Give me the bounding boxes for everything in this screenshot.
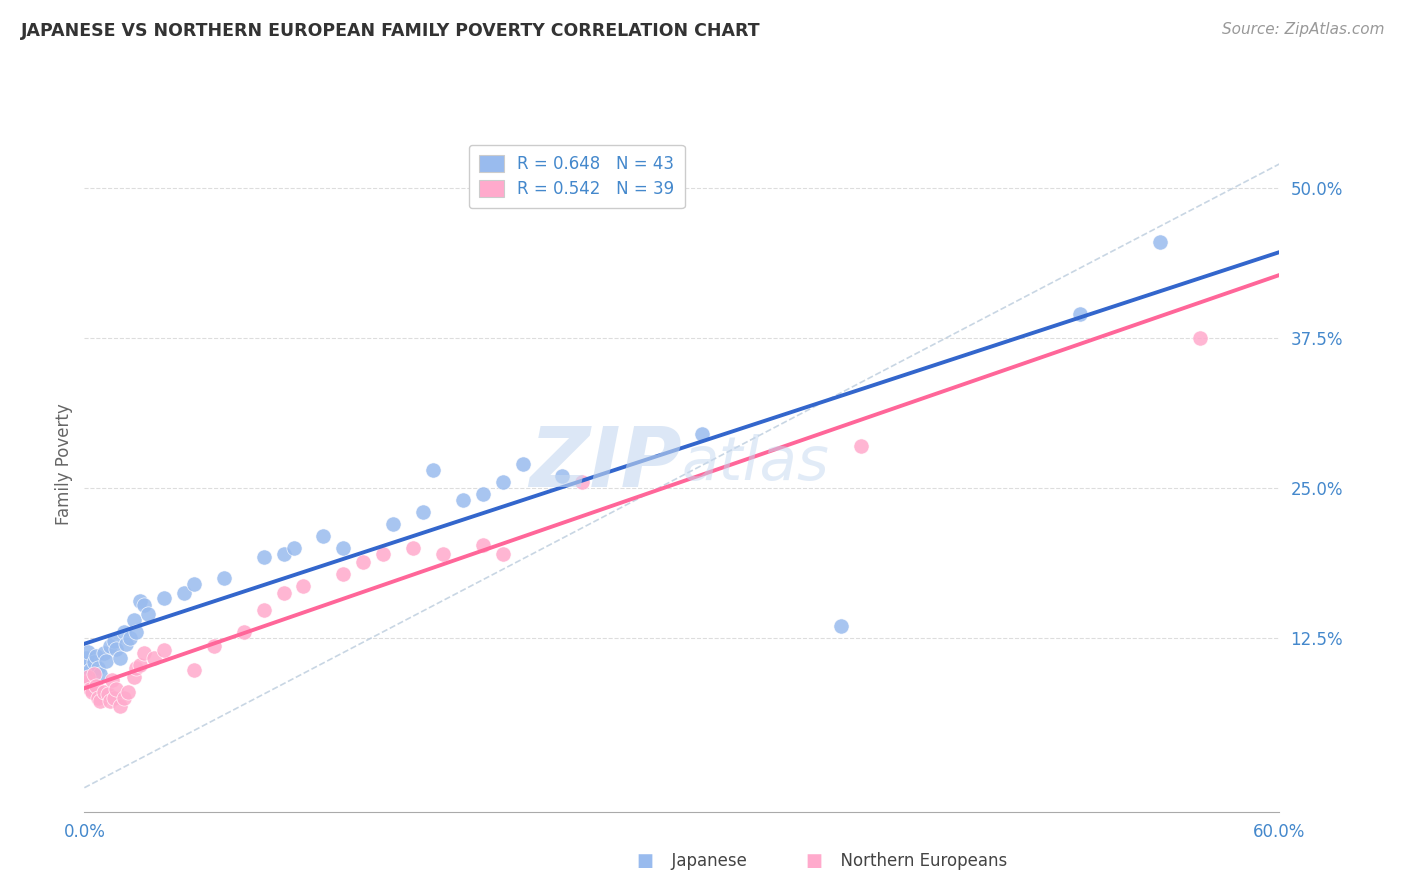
Point <box>87 690 110 705</box>
Point <box>98 694 121 708</box>
Point <box>98 639 121 653</box>
Point <box>103 690 125 705</box>
Point <box>412 505 434 519</box>
Point <box>120 631 142 645</box>
Point <box>332 541 354 555</box>
Text: Source: ZipAtlas.com: Source: ZipAtlas.com <box>1222 22 1385 37</box>
Point <box>253 603 276 617</box>
Point <box>451 492 474 507</box>
Point <box>402 541 425 555</box>
Point <box>86 679 108 693</box>
Point <box>153 591 176 606</box>
Point <box>183 576 205 591</box>
Point <box>382 516 405 531</box>
Point <box>122 613 145 627</box>
Point <box>79 663 101 677</box>
Point <box>110 699 132 714</box>
Text: ZIP: ZIP <box>529 424 682 504</box>
Point <box>830 619 852 633</box>
Point <box>129 593 152 607</box>
Point <box>82 685 104 699</box>
Text: Japanese: Japanese <box>661 852 747 870</box>
Point <box>117 685 139 699</box>
Text: ■: ■ <box>637 852 654 870</box>
Point <box>273 547 295 561</box>
Point <box>551 468 574 483</box>
Point <box>153 642 176 657</box>
Point <box>232 624 254 639</box>
Point <box>112 624 135 639</box>
Point <box>122 670 145 684</box>
Point <box>690 426 713 441</box>
Point <box>75 658 97 673</box>
Point <box>110 651 132 665</box>
Point <box>83 666 105 681</box>
Point <box>183 663 205 677</box>
Point <box>83 655 105 669</box>
Point <box>86 648 108 663</box>
Point <box>89 666 111 681</box>
Point <box>1149 235 1171 249</box>
Point <box>105 682 128 697</box>
Point <box>422 463 444 477</box>
Point <box>173 586 195 600</box>
Legend: R = 0.648   N = 43, R = 0.542   N = 39: R = 0.648 N = 43, R = 0.542 N = 39 <box>470 145 685 208</box>
Point <box>432 547 454 561</box>
Point <box>143 651 166 665</box>
Point <box>112 690 135 705</box>
Point <box>492 475 515 489</box>
Point <box>129 658 152 673</box>
Point <box>75 651 97 665</box>
Point <box>93 685 115 699</box>
Point <box>202 639 225 653</box>
Point <box>512 457 534 471</box>
Point <box>1069 307 1091 321</box>
Point <box>471 487 494 501</box>
Point <box>89 694 111 708</box>
Point <box>93 646 115 660</box>
Point <box>75 675 97 690</box>
Point <box>253 550 276 565</box>
Point <box>77 645 100 659</box>
Text: ■: ■ <box>806 852 823 870</box>
Point <box>132 599 156 613</box>
Point <box>77 670 100 684</box>
Point <box>292 579 315 593</box>
Text: Northern Europeans: Northern Europeans <box>830 852 1007 870</box>
Point <box>115 637 138 651</box>
Point <box>273 586 295 600</box>
Point <box>332 567 354 582</box>
Point <box>97 687 120 701</box>
Point <box>103 634 125 648</box>
Point <box>352 555 374 569</box>
Point <box>136 607 159 621</box>
Point <box>132 646 156 660</box>
Point <box>849 439 872 453</box>
Point <box>79 682 101 697</box>
Point <box>96 654 118 668</box>
Point <box>212 571 235 585</box>
Point <box>371 547 394 561</box>
Point <box>125 624 148 639</box>
Text: atlas: atlas <box>682 434 830 493</box>
Point <box>571 475 593 489</box>
Point <box>125 661 148 675</box>
Text: JAPANESE VS NORTHERN EUROPEAN FAMILY POVERTY CORRELATION CHART: JAPANESE VS NORTHERN EUROPEAN FAMILY POV… <box>21 22 761 40</box>
Point <box>105 641 128 656</box>
Point <box>87 661 110 675</box>
Point <box>101 673 124 687</box>
Point <box>312 529 335 543</box>
Point <box>283 541 305 555</box>
Point <box>471 538 494 552</box>
Point <box>492 547 515 561</box>
Point <box>1188 331 1211 345</box>
Y-axis label: Family Poverty: Family Poverty <box>55 403 73 524</box>
